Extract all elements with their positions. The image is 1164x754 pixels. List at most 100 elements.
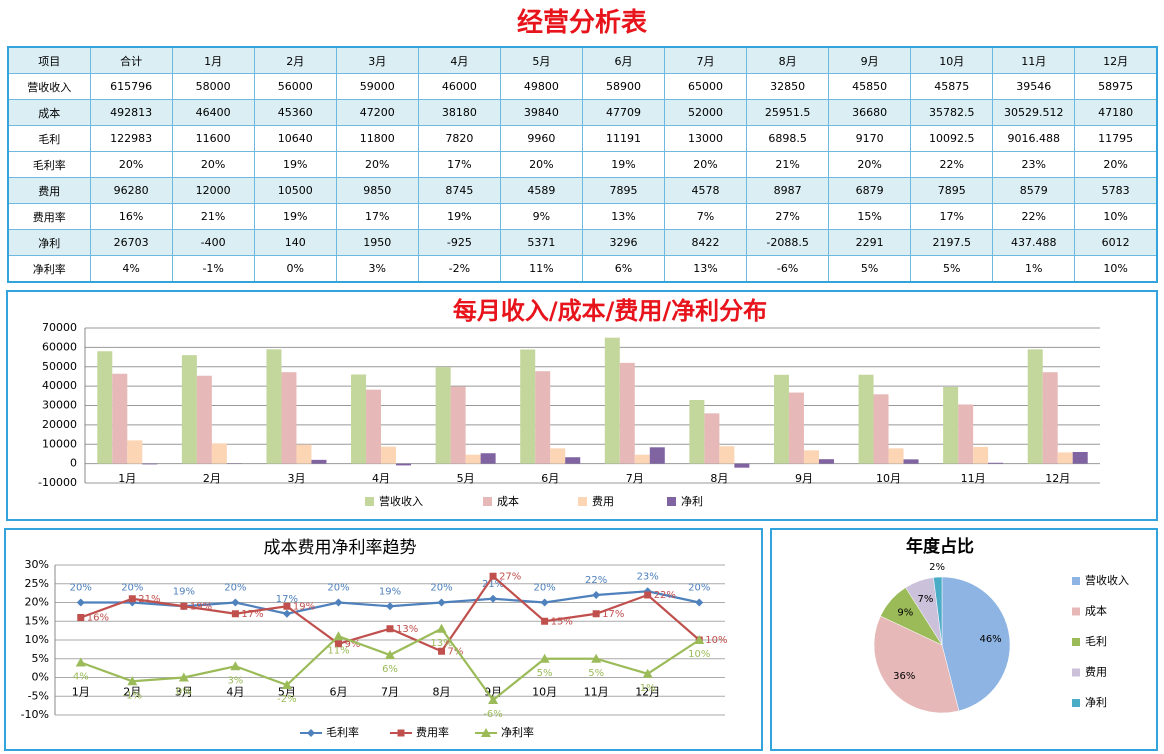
bar bbox=[112, 373, 128, 464]
marker bbox=[694, 635, 705, 644]
table-cell: 5月 bbox=[499, 46, 583, 74]
table-cell: 2291 bbox=[828, 229, 912, 256]
y-tick-label: 30% bbox=[25, 558, 49, 571]
y-tick-label: 40000 bbox=[42, 379, 77, 392]
marker bbox=[489, 572, 497, 580]
table-cell: 7820 bbox=[417, 125, 501, 152]
data-label: 3% bbox=[227, 675, 243, 686]
marker bbox=[178, 672, 189, 682]
bar bbox=[719, 446, 735, 464]
table-cell: 3月 bbox=[335, 46, 419, 74]
table-cell: 52000 bbox=[663, 99, 748, 126]
bar bbox=[1057, 452, 1073, 464]
bar bbox=[520, 349, 536, 464]
data-label: 20% bbox=[70, 583, 92, 594]
table-cell: 10月 bbox=[910, 46, 994, 74]
marker bbox=[281, 680, 292, 689]
pie-slice bbox=[941, 576, 1011, 712]
table-cell: 47180 bbox=[1074, 99, 1158, 126]
bar bbox=[634, 454, 650, 464]
legend-label: 费用 bbox=[592, 495, 614, 508]
table-cell: 12月 bbox=[1074, 46, 1158, 74]
table-row: 项目 合计 1月 2月 3月 4月 5月 6月 7月 8月 9月 10月 11月 12月 bbox=[7, 46, 1158, 74]
table-cell: 36680 bbox=[828, 99, 912, 126]
bar bbox=[435, 367, 451, 464]
table-cell: 49800 bbox=[499, 73, 583, 100]
table-cell: -925 bbox=[417, 229, 501, 256]
bar bbox=[903, 459, 919, 464]
table-cell: 59000 bbox=[335, 73, 419, 100]
table-cell: 20% bbox=[663, 151, 748, 178]
data-label: 21% bbox=[482, 579, 504, 590]
table-cell: -2088.5 bbox=[746, 229, 830, 256]
bar bbox=[127, 440, 143, 464]
bar bbox=[1072, 451, 1088, 464]
table-cell: 9016.488 bbox=[992, 125, 1076, 152]
table-cell: 20% bbox=[335, 151, 419, 178]
marker bbox=[334, 640, 342, 648]
marker bbox=[282, 609, 291, 618]
table-cell: 45360 bbox=[253, 99, 337, 126]
marker bbox=[231, 610, 239, 618]
panel bbox=[770, 528, 1158, 751]
chart-title: 每月收入/成本/费用/净利分布 bbox=[453, 297, 767, 325]
marker bbox=[695, 598, 704, 607]
y-tick-label: 20% bbox=[25, 596, 49, 609]
bar bbox=[973, 447, 989, 464]
bar bbox=[565, 457, 581, 464]
bar bbox=[296, 444, 312, 464]
bar bbox=[550, 448, 566, 464]
legend-swatch bbox=[1072, 668, 1080, 677]
marker bbox=[334, 598, 343, 607]
bar bbox=[943, 387, 959, 464]
bar bbox=[734, 463, 750, 468]
table-cell: 58975 bbox=[1074, 73, 1158, 100]
table-cell: 1% bbox=[992, 255, 1076, 283]
data-label: 16% bbox=[87, 613, 109, 624]
legend-swatch bbox=[667, 497, 676, 506]
bar bbox=[803, 450, 819, 464]
marker bbox=[438, 647, 446, 655]
x-tick-label: 4月 bbox=[226, 686, 244, 699]
legend-label: 成本 bbox=[1085, 604, 1107, 618]
data-label: 11% bbox=[327, 645, 349, 656]
table-cell: 20% bbox=[1074, 151, 1158, 178]
pie-slice bbox=[873, 615, 960, 714]
table-cell: 项目 bbox=[7, 46, 91, 74]
panel bbox=[4, 528, 763, 751]
table-cell: 65000 bbox=[663, 73, 748, 100]
table-cell: 6% bbox=[581, 255, 666, 283]
legend-label: 毛利 bbox=[1085, 635, 1107, 648]
bar bbox=[266, 349, 282, 464]
bar bbox=[142, 463, 158, 465]
table-row: 净利 26703 -400 140 1950 -925 5371 3296 8422 -2088.… bbox=[7, 229, 1158, 256]
table-cell: 96280 bbox=[89, 177, 173, 204]
legend-label: 净利率 bbox=[501, 725, 534, 739]
bar bbox=[958, 404, 974, 464]
x-tick-label: 6月 bbox=[329, 686, 347, 699]
data-label: 0% bbox=[176, 687, 192, 698]
data-label: 36% bbox=[893, 671, 915, 682]
marker bbox=[437, 598, 446, 607]
x-tick-label: 12月 bbox=[635, 686, 660, 699]
marker bbox=[539, 653, 550, 663]
data-label: 17% bbox=[602, 609, 624, 620]
table-cell: 5371 bbox=[499, 229, 583, 256]
table-cell: 16% bbox=[89, 203, 173, 230]
table-cell: 437.488 bbox=[992, 229, 1076, 256]
bar bbox=[535, 371, 551, 464]
marker bbox=[386, 602, 394, 611]
table-cell: 39546 bbox=[992, 73, 1076, 100]
x-tick-label: 12月 bbox=[1045, 472, 1070, 485]
table-row: 毛利率 20% 20% 19% 20% 17% 20% 19% 20% 21% 20% 22% 23% 2… bbox=[7, 151, 1158, 178]
table-cell: 4月 bbox=[417, 46, 501, 74]
legend-label: 营收收入 bbox=[379, 494, 423, 508]
table-cell: 0% bbox=[253, 255, 337, 283]
legend-label: 净利 bbox=[681, 494, 703, 508]
bar bbox=[281, 372, 297, 464]
bar bbox=[97, 351, 113, 464]
data-label: 20% bbox=[327, 583, 349, 594]
data-label: 7% bbox=[917, 594, 933, 605]
table-cell: 11% bbox=[499, 255, 583, 283]
table-cell: 21% bbox=[171, 203, 255, 230]
